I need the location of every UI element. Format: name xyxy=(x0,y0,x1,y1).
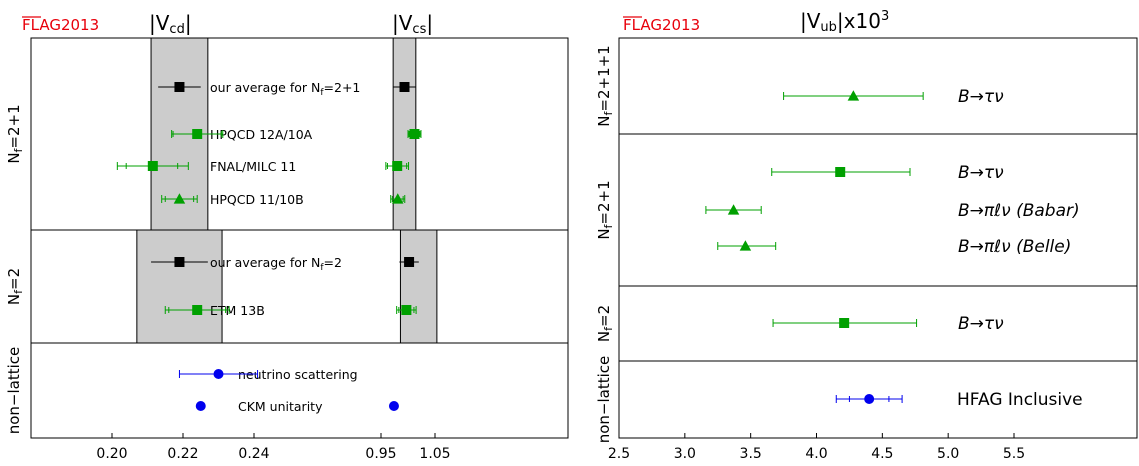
vcs-tick-label: 1.05 xyxy=(419,446,450,462)
left-group-label: non−lattice xyxy=(5,347,23,435)
left-row-label: neutrino scattering xyxy=(238,367,358,382)
left-row-label: ETM 13B xyxy=(210,303,265,318)
vub-point xyxy=(739,240,752,251)
vub-row-label: B→τν xyxy=(958,314,1004,334)
left-row-label: HPQCD 12A/10A xyxy=(210,127,313,142)
vub-title: |Vub|x103 xyxy=(800,9,889,35)
vub-point xyxy=(864,394,875,404)
left-row-label: our average for Nf=2 xyxy=(210,255,342,273)
vub-row-label: HFAG Inclusive xyxy=(957,390,1083,410)
vcd-point xyxy=(195,401,206,411)
vcs-point xyxy=(392,161,403,171)
vcd-tick-label: 0.20 xyxy=(96,446,127,462)
left-row-label: HPQCD 11/10B xyxy=(210,192,304,207)
vcd-title: |Vcd| xyxy=(149,11,192,37)
vcd-tick-label: 0.24 xyxy=(238,446,269,462)
right-group-label: Nf=2+1+1 xyxy=(595,45,615,126)
vub-point xyxy=(847,90,860,101)
vcd-point xyxy=(213,369,224,379)
right-plot-frame xyxy=(618,37,1138,439)
vcd-point xyxy=(192,129,203,139)
left-plot-frame xyxy=(30,37,569,439)
vub-tick-label: 5.0 xyxy=(937,446,959,462)
vcs-point xyxy=(391,193,404,204)
right-group-label: non−lattice xyxy=(595,356,613,444)
vcs-point xyxy=(409,129,420,139)
vcs-tick-label: 0.95 xyxy=(365,446,396,462)
vcd-band-nf2 xyxy=(136,229,223,344)
left-flag-logo: FLAG2013 xyxy=(22,16,99,34)
vcs-point xyxy=(399,82,410,92)
vub-point xyxy=(839,318,850,328)
vub-tick-label: 5.5 xyxy=(1003,446,1025,462)
vcs-title: |Vcs| xyxy=(392,11,433,37)
left-panel: FLAG2013 |Vcd| |Vcs| 0.20 0.22 0.24 0.95 1.05 N… xyxy=(5,11,569,462)
vub-row-label: B→πℓν (Babar) xyxy=(958,201,1080,221)
vcd-point xyxy=(174,82,185,92)
vcd-point xyxy=(174,257,185,267)
vub-tick-label: 4.0 xyxy=(805,446,827,462)
vcs-band-nf2 xyxy=(399,229,438,344)
vcd-point xyxy=(147,161,158,171)
vub-tick-label: 2.5 xyxy=(608,446,630,462)
right-group-label: Nf=2 xyxy=(595,305,615,342)
vub-row-label: B→τν xyxy=(958,87,1004,107)
vub-point xyxy=(727,204,740,215)
vub-point xyxy=(835,167,846,177)
vub-tick-label: 4.5 xyxy=(871,446,893,462)
vcd-point xyxy=(173,193,186,204)
left-row-label: FNAL/MILC 11 xyxy=(210,159,296,174)
vub-row-label: B→πℓν (Belle) xyxy=(958,237,1071,257)
vcs-point xyxy=(401,305,412,315)
vub-tick-label: 3.0 xyxy=(674,446,696,462)
right-flag-logo: FLAG2013 xyxy=(623,16,700,34)
vub-tick-label: 3.5 xyxy=(740,446,762,462)
right-group-label: Nf=2+1 xyxy=(595,180,615,239)
vub-row-label: B→τν xyxy=(958,163,1004,183)
left-row-label: our average for Nf=2+1 xyxy=(210,80,360,98)
vcs-point xyxy=(388,401,399,411)
vcd-tick-label: 0.22 xyxy=(167,446,198,462)
right-panel: FLAG2013 |Vub|x103 2.5 3.0 3.5 4.0 4.5 5.0 5.5 N… xyxy=(595,9,1138,462)
vcd-point xyxy=(192,305,203,315)
left-group-label: Nf=2 xyxy=(5,268,25,305)
left-row-label: CKM unitarity xyxy=(238,399,323,414)
vcs-point xyxy=(404,257,415,267)
left-group-label: Nf=2+1 xyxy=(5,104,25,163)
